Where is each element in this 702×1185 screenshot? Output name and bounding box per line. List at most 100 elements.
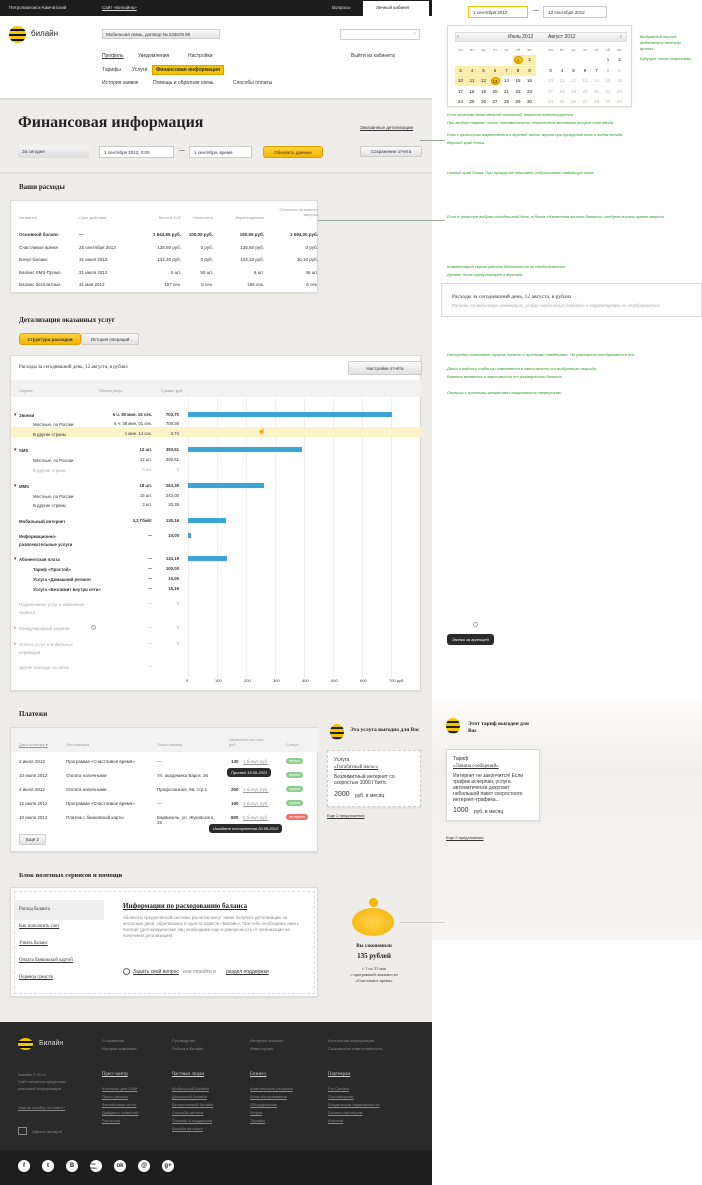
footer-link[interactable]: Финансовые итоги (102, 1102, 137, 1107)
contract-select[interactable]: Мобильная связь, договор № 234678 98 (102, 29, 220, 39)
service-name[interactable]: Звонки (19, 413, 35, 418)
calendar-day[interactable]: 2 (618, 57, 621, 62)
calendar-day[interactable]: 18 (469, 88, 475, 94)
footer-link[interactable]: Пресс-релизы (102, 1094, 129, 1099)
bar-1[interactable] (188, 447, 303, 452)
nav3-2[interactable]: Способы оплаты (233, 80, 273, 86)
calendar-day[interactable]: 9 (528, 67, 531, 73)
calendar-day[interactable]: 20 (492, 88, 498, 94)
nav-1[interactable]: Уведомления (138, 53, 170, 59)
footer-link[interactable]: Услуги (250, 1110, 263, 1115)
footer-link[interactable]: Билайн на карте (172, 1126, 203, 1131)
help-icon[interactable]: ? (91, 625, 96, 630)
calendar-day[interactable]: 4 (560, 67, 564, 73)
tariff-name[interactable]: «Лавина сообщений» (453, 764, 499, 769)
footer-link[interactable]: Владельцам недвижимости (328, 1102, 380, 1107)
footer-link[interactable]: Рассылка (102, 1118, 121, 1123)
footer-link[interactable]: История компании (102, 1046, 137, 1051)
calendar-day[interactable]: 27 (492, 99, 498, 104)
footer-link[interactable]: Домашний Билайн (172, 1094, 207, 1099)
footer-link[interactable]: Комплексные решения (250, 1086, 293, 1091)
calendar-day[interactable]: 5 (482, 67, 485, 73)
calendar-day[interactable]: 6 (493, 67, 497, 73)
ask-question-link[interactable]: Задать свой вопрос (133, 969, 179, 975)
site-link[interactable]: Сайт «Билайна» (102, 5, 137, 10)
calendar-day[interactable]: 4 (470, 67, 474, 73)
date-to-input[interactable]: 1 сентября, время (189, 146, 252, 158)
nav3-0[interactable]: История заявок (102, 80, 139, 86)
bar-2[interactable] (188, 483, 265, 488)
date1-input[interactable]: 1 сентября 2012 (468, 6, 528, 18)
payment-bonus[interactable]: 1 бонус руб. (243, 801, 269, 806)
questions-link[interactable]: Вопросы (332, 5, 351, 10)
period-select[interactable]: За сегодня (18, 146, 89, 158)
bar-3[interactable] (188, 518, 226, 523)
social-icon-2[interactable]: B (66, 1160, 78, 1172)
calendar-day[interactable]: 6 (583, 67, 587, 73)
calendar-day[interactable]: 13 (490, 77, 500, 85)
expand-icon[interactable]: ▸ (14, 625, 17, 631)
calendar-day[interactable]: 15 (515, 78, 521, 83)
tab-structure[interactable]: Структура расходов (19, 333, 81, 345)
footer-link[interactable]: Агентам (328, 1118, 344, 1123)
services-menu-item[interactable]: Узнать баланс (19, 941, 48, 946)
social-icon-0[interactable]: f (18, 1160, 30, 1172)
service-name[interactable]: Абонентская плата (19, 557, 60, 562)
calendar-day[interactable]: 22 (515, 88, 521, 94)
calendar-day[interactable]: 26 (480, 99, 486, 104)
footer-link[interactable]: Дайджест новостей (102, 1110, 139, 1115)
calendar-day[interactable]: 11 (469, 78, 475, 83)
footer-link[interactable]: Помощь и поддержка (172, 1118, 213, 1123)
ordered-link[interactable]: Заказанные детализации (360, 125, 414, 130)
calendar-day[interactable]: 23 (526, 88, 532, 94)
more-payments-button[interactable]: Ещё 2 (19, 834, 46, 845)
footer-link[interactable]: О компании (102, 1038, 125, 1043)
promo-more-link[interactable]: Еще 2 предложения (327, 813, 365, 818)
expand-icon[interactable]: ▾ (14, 412, 17, 418)
expand-icon[interactable]: ▾ (14, 483, 17, 489)
footer-link[interactable]: Бизнес-партнерам (328, 1110, 363, 1115)
footer-link[interactable]: Контактная информация (328, 1038, 374, 1043)
tab-history[interactable]: История операций (81, 333, 139, 345)
footer-link[interactable]: Руководство (172, 1038, 196, 1043)
footer-link[interactable]: Безграничный Билайн (172, 1102, 214, 1107)
expand-icon[interactable]: ▾ (14, 556, 17, 562)
cabinet-tab[interactable]: Личный кабинет (363, 1, 429, 16)
footer-link[interactable]: Социальная ответственность (328, 1046, 383, 1051)
calendar-day[interactable]: 3 (549, 67, 552, 73)
services-menu-item[interactable]: Расход баланса (19, 907, 50, 912)
service-name[interactable]: SMS (19, 448, 29, 453)
calendar-day[interactable]: 19 (480, 88, 486, 94)
payment-bonus[interactable]: 2 бонус руб. (243, 787, 269, 792)
footer-col-header[interactable]: Частным лицам (172, 1072, 205, 1077)
services-menu-item[interactable]: Оплата банковской картой (19, 958, 73, 963)
bar-0[interactable] (188, 412, 393, 417)
footer-link[interactable]: Зона обслуживания (250, 1094, 287, 1099)
service-name[interactable]: Оплата услуг и мобильных переводов (19, 642, 73, 655)
payment-bonus[interactable]: 1 бонус руб. (243, 759, 269, 764)
prev-month-button[interactable]: ‹ (457, 34, 459, 40)
nav2-2[interactable]: Финансовая информация (152, 65, 225, 75)
report-settings-button[interactable]: Настройки отчёта (348, 361, 422, 375)
footer-link[interactable]: Способы оплаты (172, 1110, 204, 1115)
footer-link[interactable]: For Carriers (328, 1086, 350, 1091)
calendar-day[interactable]: 14 (503, 78, 509, 83)
footer-link[interactable]: Оборудование (250, 1102, 278, 1107)
footer-link[interactable]: Поставщикам (328, 1094, 354, 1099)
date-from-input[interactable]: 1 сентября 2012, 0:00 (99, 146, 174, 158)
nav-2[interactable]: Настройки (188, 53, 213, 59)
calendar-day[interactable]: 17 (457, 88, 463, 94)
nav-0[interactable]: Профиль (102, 53, 124, 59)
service-name[interactable]: Международный роуминг (19, 626, 70, 631)
footer-link[interactable]: Работа в Билайн (172, 1046, 204, 1051)
refresh-button[interactable]: Обновить данные (263, 146, 323, 158)
social-icon-6[interactable]: g+ (162, 1160, 174, 1172)
calendar-day[interactable]: 29 (515, 99, 521, 104)
footer-col-header[interactable]: Пресс-центр (102, 1072, 128, 1077)
bar-4[interactable] (188, 533, 191, 538)
date2-input[interactable]: 13 сентября 2012 (543, 6, 607, 18)
report-error-link[interactable]: Нашли ошибку на сайте? (18, 1105, 66, 1110)
calendar-day[interactable]: 10 (457, 78, 463, 83)
bar-5[interactable] (188, 556, 227, 561)
next-month-button[interactable]: › (620, 34, 622, 40)
